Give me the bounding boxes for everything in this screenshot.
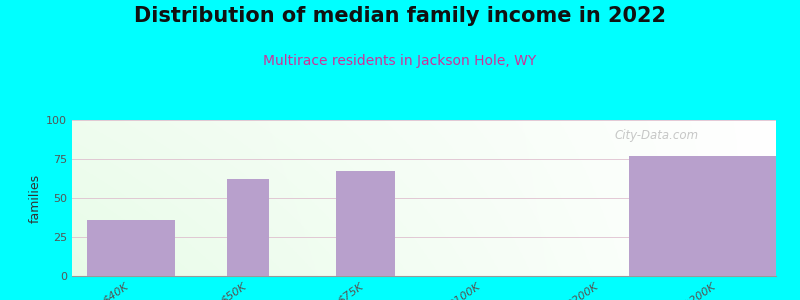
Bar <box>86 220 174 276</box>
Y-axis label: families: families <box>29 173 42 223</box>
Bar <box>227 179 269 276</box>
Text: City-Data.com: City-Data.com <box>614 129 698 142</box>
Bar <box>336 172 394 276</box>
Bar <box>630 156 800 276</box>
Text: Multirace residents in Jackson Hole, WY: Multirace residents in Jackson Hole, WY <box>263 54 537 68</box>
Text: Distribution of median family income in 2022: Distribution of median family income in … <box>134 6 666 26</box>
